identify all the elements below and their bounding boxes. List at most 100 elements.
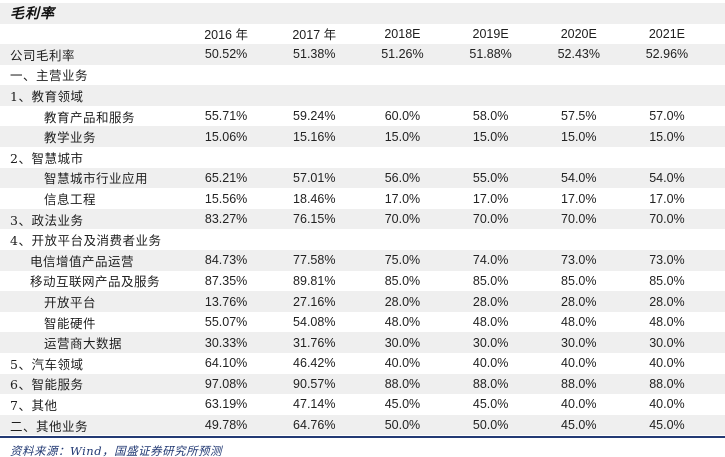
cell-value: 60.0% [384, 109, 421, 124]
cell-value: 55.71% [204, 109, 248, 124]
cell-value: 50.0% [472, 418, 509, 433]
cell-value: 85.0% [472, 273, 509, 288]
cell-value: 40.0% [649, 356, 685, 371]
row-label: 教育产品和服务 [44, 109, 136, 125]
table-row: 公司毛利率 50.52% 51.38% 51.26% 51.88% 52.43% 52.96… [0, 44, 725, 65]
row-label: 信息工程 [44, 192, 97, 208]
cell-value: 45.0% [472, 397, 509, 412]
cell-value: 85.0% [561, 273, 597, 288]
cell-value: 40.0% [561, 397, 597, 412]
cell-value: 75.0% [384, 253, 421, 268]
cell-value: 13.76% [204, 294, 248, 309]
row-label: 5、汽车领域 [10, 356, 84, 372]
header-row: 2016 年 2017 年 2018E 2019E 2020E 2021E [0, 24, 725, 45]
cell-value: 30.0% [384, 335, 421, 350]
cell-value: 50.0% [384, 418, 421, 433]
table-row: 智能硬件 55.07% 54.08% 48.0% 48.0% 48.0% 48.0% [0, 312, 725, 333]
cell-value: 28.0% [384, 294, 421, 309]
cell-value: 30.0% [649, 335, 685, 350]
cell-value: 30.33% [204, 335, 248, 350]
cell-value: 90.57% [293, 376, 336, 391]
cell-value: 17.0% [649, 191, 685, 206]
cell-value: 15.56% [204, 191, 248, 206]
row-label: 1、教育领域 [10, 89, 84, 105]
cell-value: 83.27% [204, 212, 248, 227]
cell-value: 51.38% [293, 47, 336, 62]
cell-value: 85.0% [384, 273, 421, 288]
row-label: 二、其他业务 [10, 418, 89, 434]
column-header-2017: 2017 年 [292, 28, 337, 43]
cell-value: 17.0% [561, 191, 597, 206]
column-header-2021e: 2021E [648, 26, 686, 41]
table-row: 运营商大数据 30.33% 31.76% 30.0% 30.0% 30.0% 30.0% [0, 332, 725, 353]
table-row: 信息工程 15.56% 18.46% 17.0% 17.0% 17.0% 17.0% [0, 188, 725, 209]
table-row: 2、智慧城市 [0, 147, 725, 168]
cell-value: 74.0% [472, 253, 509, 268]
row-label: 智慧城市行业应用 [44, 171, 149, 187]
cell-value: 54.0% [649, 170, 685, 185]
cell-value: 63.19% [204, 397, 248, 412]
cell-value: 77.58% [293, 253, 336, 268]
cell-value: 28.0% [561, 294, 597, 309]
cell-value: 45.0% [649, 418, 685, 433]
table-row: 5、汽车领域 64.10% 46.42% 40.0% 40.0% 40.0% 40.0% [0, 353, 725, 374]
cell-value: 15.0% [472, 129, 509, 144]
cell-value: 52.43% [557, 47, 600, 62]
cell-value: 17.0% [384, 191, 421, 206]
cell-value: 55.07% [204, 315, 248, 330]
cell-value: 70.0% [649, 212, 685, 227]
cell-value: 48.0% [472, 315, 509, 330]
cell-value: 70.0% [561, 212, 597, 227]
cell-value: 59.24% [293, 109, 336, 124]
cell-value: 45.0% [561, 418, 597, 433]
cell-value: 88.0% [384, 376, 421, 391]
cell-value: 87.35% [204, 273, 248, 288]
cell-value: 49.78% [204, 418, 248, 433]
table-row: 移动互联网产品及服务 87.35% 89.81% 85.0% 85.0% 85.0% 85.… [0, 271, 725, 292]
cell-value: 57.01% [293, 170, 336, 185]
cell-value: 85.0% [649, 273, 685, 288]
cell-value: 31.76% [293, 335, 336, 350]
cell-value: 57.5% [561, 109, 597, 124]
table-row: 3、政法业务 83.27% 76.15% 70.0% 70.0% 70.0% 70.0% [0, 208, 725, 230]
cell-value: 40.0% [384, 356, 421, 371]
cell-value: 57.0% [649, 109, 685, 124]
cell-value: 47.14% [293, 397, 336, 412]
row-label: 6、智能服务 [10, 377, 84, 393]
cell-value: 84.73% [204, 253, 248, 268]
table-row: 智慧城市行业应用 65.21% 57.01% 56.0% 55.0% 54.0% 54.0% [0, 167, 725, 189]
cell-value: 54.08% [293, 315, 336, 330]
cell-value: 48.0% [649, 315, 685, 330]
row-label: 运营商大数据 [44, 336, 123, 352]
cell-value: 64.10% [204, 356, 248, 371]
cell-value: 51.26% [381, 47, 424, 62]
cell-value: 65.21% [204, 170, 248, 185]
cell-value: 30.0% [561, 335, 597, 350]
cell-value: 40.0% [649, 397, 685, 412]
table-row: 7、其他 63.19% 47.14% 45.0% 45.0% 40.0% 40.0% [0, 394, 725, 415]
cell-value: 73.0% [649, 253, 685, 268]
cell-value: 58.0% [472, 109, 509, 124]
cell-value: 76.15% [293, 212, 336, 227]
cell-value: 15.16% [293, 129, 336, 144]
column-header-2016: 2016 年 [204, 28, 248, 43]
cell-value: 88.0% [472, 376, 509, 391]
bottom-rule [0, 436, 725, 439]
column-header-2019e: 2019E [472, 26, 509, 41]
cell-value: 97.08% [204, 376, 248, 391]
cell-value: 15.0% [384, 129, 421, 144]
table-body: 公司毛利率 50.52% 51.38% 51.26% 51.88% 52.43% 52.96… [0, 44, 725, 436]
cell-value: 51.88% [469, 47, 512, 62]
cell-value: 55.0% [472, 170, 509, 185]
row-label: 4、开放平台及消费者业务 [10, 233, 162, 249]
cell-value: 64.76% [293, 418, 336, 433]
row-label: 电信增值产品运营 [30, 253, 135, 269]
cell-value: 70.0% [472, 212, 509, 227]
cell-value: 50.52% [204, 47, 248, 62]
cell-value: 28.0% [649, 294, 685, 309]
cell-value: 54.0% [561, 170, 597, 185]
row-label: 2、智慧城市 [10, 150, 84, 166]
row-label: 开放平台 [44, 295, 97, 311]
table-row: 一、主营业务 [0, 65, 725, 86]
